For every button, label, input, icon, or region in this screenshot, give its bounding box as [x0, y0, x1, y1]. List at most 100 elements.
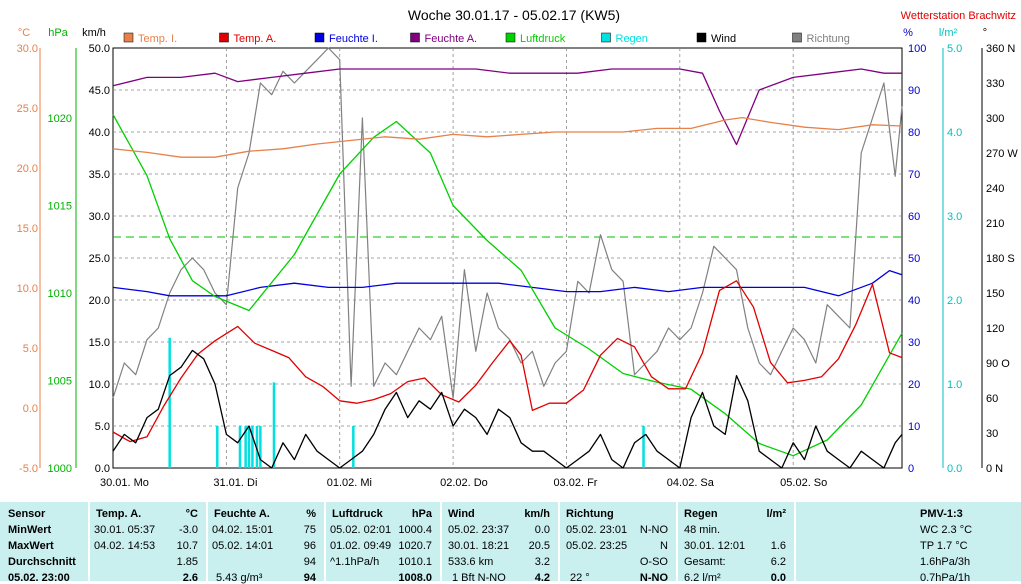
series-temp-i-line — [112, 116, 903, 158]
legend-label-7: Richtung — [807, 33, 850, 45]
header-luftdruck: Luftdruck — [332, 508, 383, 520]
pmv-trend-1h: 0.7hPa/1h — [920, 572, 971, 584]
temp-a-avg-value: 1.85 — [176, 556, 198, 568]
wind-distance: 533.6 km — [448, 556, 494, 568]
legend-swatch-1 — [219, 32, 229, 43]
tick-temp: 30.0 — [17, 43, 38, 55]
richtung-avg-value: O-SO — [639, 556, 668, 568]
tick-humidity: 10 — [908, 421, 920, 433]
col-temp-a: Temp. A. °C 30.01. 05:37 -3.0 04.02. 14:… — [90, 502, 208, 584]
regen-current-value: 0.0 — [770, 572, 786, 584]
feuchte-a-min-time: 04.02. 15:01 — [212, 524, 274, 536]
richtung-max-value: N — [660, 540, 668, 552]
luftdruck-current-value: 1008.0 — [398, 572, 432, 584]
tick-wind: 15.0 — [89, 337, 110, 349]
legend-swatch-2 — [314, 32, 325, 43]
regen-duration: 48 min. — [684, 524, 721, 536]
feuchte-a-absolute: 5.43 g/m³ — [216, 572, 263, 584]
temp-a-min-value: -3.0 — [179, 524, 198, 536]
tick-wind: 20.0 — [89, 295, 110, 307]
regen-max-time: 30.01. 12:01 — [684, 540, 746, 552]
tick-rain: 3.0 — [947, 211, 962, 223]
unit-luftdruck: hPa — [411, 508, 432, 520]
luftdruck-avg-value: 1010.1 — [398, 556, 432, 568]
weather-chart: Woche 30.01.17 - 05.02.17 (KW5) Wetterst… — [16, 7, 1019, 489]
wind-max-value: 20.5 — [528, 540, 550, 552]
tick-direction: 330 — [986, 78, 1004, 90]
richtung-min-value: N-NO — [639, 524, 668, 536]
col-pmv: PMV-1:3 WC 2.3 °C TP 1.7 °C 1.6hPa/3h 0.… — [796, 502, 1021, 584]
unit-wind: km/h — [524, 508, 550, 520]
luftdruck-min-value: 1000.4 — [398, 524, 432, 536]
tick-wind: 50.0 — [89, 43, 110, 55]
tick-day: 31.01. Di — [213, 477, 257, 489]
unit-label-pressure: hPa — [48, 27, 68, 39]
temp-a-min-time: 30.01. 05:37 — [94, 524, 156, 536]
feuchte-a-current-value: 94 — [303, 572, 316, 584]
tick-wind: 35.0 — [89, 169, 110, 181]
tick-direction: 60 — [986, 393, 998, 405]
tick-rain: 5.0 — [947, 43, 962, 55]
tick-humidity: 50 — [908, 253, 920, 265]
tick-day: 03.02. Fr — [553, 477, 597, 489]
header-wind: Wind — [448, 508, 475, 520]
chart-grid — [112, 47, 903, 469]
legend-label-4: Luftdruck — [520, 33, 566, 45]
tick-wind: 10.0 — [89, 379, 110, 391]
stats-table: Sensor MinWert MaxWert Durchschnitt 05.0… — [0, 502, 1021, 584]
series-feuchte-i-line — [112, 269, 903, 297]
legend-label-2: Feuchte I. — [329, 33, 378, 45]
chart-title: Woche 30.01.17 - 05.02.17 (KW5) — [408, 7, 620, 23]
tick-day: 01.02. Mi — [327, 477, 372, 489]
chart-legend: Temp. I. Temp. A. Feuchte I. Feuchte A. Luft… — [123, 32, 850, 45]
tick-pressure: 1005 — [48, 376, 72, 388]
row-label-max: MaxWert — [8, 540, 54, 552]
unit-feuchte-a: % — [306, 508, 316, 520]
pmv-dewpoint: TP 1.7 °C — [920, 540, 968, 552]
richtung-min-time: 05.02. 23:01 — [566, 524, 628, 536]
wind-current-value: 4.2 — [534, 572, 550, 584]
tick-pressure: 1020 — [48, 113, 72, 125]
temp-a-current-value: 2.6 — [182, 572, 198, 584]
tick-temp: 25.0 — [17, 103, 38, 115]
legend-label-1: Temp. A. — [234, 33, 277, 45]
tick-pressure: 1015 — [48, 201, 72, 213]
header-temp-a: Temp. A. — [96, 508, 142, 520]
legend-label-5: Regen — [616, 33, 648, 45]
regen-max-value: 1.6 — [770, 540, 786, 552]
tick-humidity: 20 — [908, 379, 920, 391]
header-pmv: PMV-1:3 — [920, 508, 963, 520]
luftdruck-min-time: 05.02. 02:01 — [330, 524, 392, 536]
tick-humidity: 30 — [908, 337, 920, 349]
legend-swatch-7 — [792, 32, 802, 43]
col-luftdruck: Luftdruck hPa 05.02. 02:01 1000.4 01.02.… — [326, 502, 442, 584]
tick-wind: 5.0 — [95, 421, 110, 433]
tick-wind: 40.0 — [89, 127, 110, 139]
tick-pressure: 1010 — [48, 288, 72, 300]
tick-direction: 270 W — [986, 148, 1018, 160]
tick-humidity: 0 — [908, 463, 914, 475]
richtung-max-time: 05.02. 23:25 — [566, 540, 628, 552]
header-regen: Regen — [684, 508, 718, 520]
tick-wind: 45.0 — [89, 85, 110, 97]
chart-axes: 30.025.020.015.010.05.00.0-5.01020101510… — [17, 43, 1019, 489]
wind-bft: 1 Bft N-NO — [452, 572, 506, 584]
tick-temp: 0.0 — [23, 403, 38, 415]
col-feuchte-a: Feuchte A. % 04.02. 15:01 75 05.02. 14:0… — [208, 502, 326, 584]
regen-total-value: 6.2 — [770, 556, 786, 568]
wind-avg-value: 3.2 — [534, 556, 550, 568]
feuchte-a-max-value: 96 — [303, 540, 316, 552]
header-sensor: Sensor — [8, 508, 46, 520]
tick-wind: 0.0 — [95, 463, 110, 475]
tick-direction: 30 — [986, 428, 998, 440]
series-wind-line — [112, 349, 903, 469]
station-name: Wetterstation Brachwitz — [901, 10, 1016, 22]
col-richtung: Richtung 05.02. 23:01 N-NO 05.02. 23:25 … — [560, 502, 678, 584]
unit-regen: l/m² — [766, 508, 786, 520]
legend-swatch-3 — [410, 32, 420, 43]
tick-day: 02.02. Do — [440, 477, 488, 489]
richtung-current-value: N-NO — [639, 572, 668, 584]
luftdruck-trend: ^1.1hPa/h — [330, 556, 380, 568]
unit-label-direction: ° — [983, 27, 987, 39]
wind-min-value: 0.0 — [534, 524, 550, 536]
